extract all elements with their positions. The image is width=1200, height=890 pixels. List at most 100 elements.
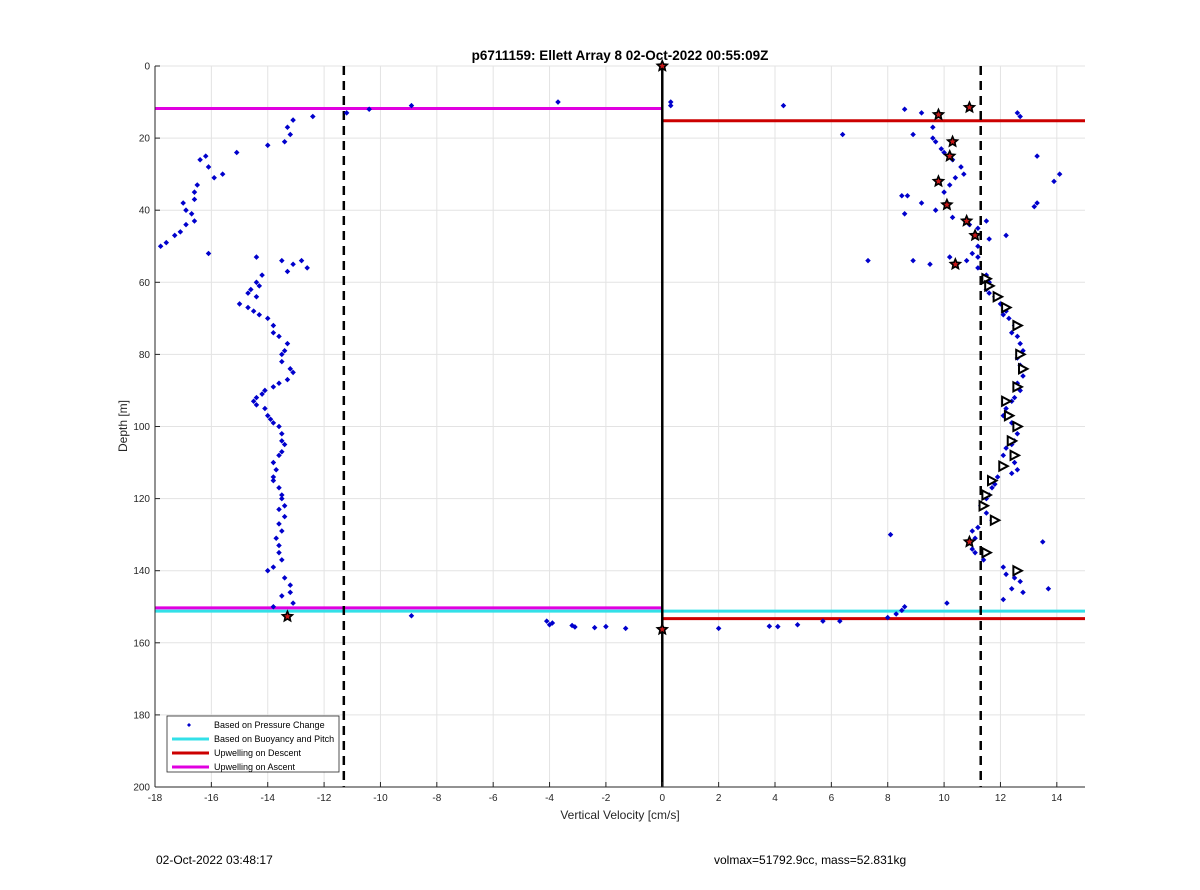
point-pressure-change	[1034, 153, 1040, 159]
x-tick-label: 2	[716, 793, 722, 804]
point-pressure-change	[267, 416, 274, 423]
point-pressure-change	[1014, 430, 1021, 437]
point-pressure-change	[281, 503, 288, 509]
point-pressure-change	[794, 622, 801, 628]
point-descent-star	[959, 213, 974, 227]
point-pressure-change	[1003, 232, 1009, 239]
point-pressure-change	[946, 182, 953, 188]
point-pressure-change	[279, 495, 285, 502]
point-pressure-change	[253, 293, 260, 300]
point-pressure-change	[287, 589, 294, 596]
point-ascent-triangle	[1012, 380, 1024, 394]
y-tick-label: 80	[139, 350, 151, 361]
point-pressure-change	[1017, 578, 1023, 585]
point-pressure-change	[276, 452, 282, 459]
x-tick-label: 10	[939, 793, 951, 804]
reference-lines	[342, 66, 982, 787]
point-pressure-change	[941, 189, 947, 195]
point-pressure-change	[1020, 589, 1026, 596]
point-pressure-change	[270, 603, 277, 610]
point-pressure-change	[270, 420, 277, 426]
point-pressure-change	[899, 193, 905, 199]
point-descent-star	[942, 148, 957, 162]
point-descent-star	[655, 622, 670, 636]
point-pressure-change	[820, 618, 826, 624]
point-pressure-change	[408, 612, 415, 619]
point-pressure-change	[591, 624, 598, 631]
point-pressure-change	[281, 575, 288, 581]
x-tick-label: -8	[432, 793, 441, 804]
x-tick-label: -4	[545, 793, 554, 804]
point-pressure-change	[930, 135, 936, 141]
point-pressure-change	[191, 189, 198, 195]
point-pressure-change	[284, 124, 291, 131]
point-pressure-change	[281, 138, 288, 145]
legend: Based on Pressure Change Based on Buoyanc…	[166, 715, 340, 773]
point-pressure-change	[205, 164, 212, 170]
point-pressure-change	[259, 272, 265, 278]
point-descent-star	[280, 609, 295, 623]
x-tick-label: -18	[148, 793, 163, 804]
x-tick-label: 0	[659, 793, 665, 804]
y-tick-label: 100	[133, 422, 150, 433]
point-pressure-change	[963, 257, 970, 264]
chart-title: p6711159: Ellett Array 8 02-Oct-2022 00:…	[472, 48, 769, 63]
point-pressure-change	[290, 369, 296, 376]
point-ascent-triangle	[1009, 449, 1022, 462]
point-ascent-triangle	[1012, 420, 1024, 433]
x-tick-label: -12	[317, 793, 332, 804]
point-pressure-change	[1000, 596, 1007, 603]
point-descent-star	[945, 134, 960, 148]
point-pressure-change	[1008, 470, 1015, 477]
point-pressure-change	[865, 257, 871, 264]
point-pressure-change	[1003, 445, 1009, 451]
point-pressure-change	[281, 513, 288, 520]
point-pressure-change	[918, 110, 925, 116]
y-tick-label: 160	[133, 638, 150, 649]
y-tick-label: 120	[133, 494, 150, 505]
point-pressure-change	[975, 265, 981, 271]
point-pressure-change	[236, 301, 243, 307]
y-tick-label: 140	[133, 566, 150, 577]
point-pressure-change	[1014, 110, 1021, 116]
point-pressure-change	[1051, 178, 1057, 185]
y-tick-label: 60	[139, 278, 151, 289]
point-pressure-change	[910, 131, 916, 138]
point-pressure-change	[276, 549, 282, 556]
x-tick-label: -16	[204, 793, 219, 804]
point-pressure-change	[250, 398, 257, 405]
point-pressure-change	[1045, 585, 1052, 592]
point-pressure-change	[969, 546, 976, 552]
point-pressure-change	[245, 304, 251, 311]
point-pressure-change	[969, 250, 976, 257]
point-pressure-change	[1017, 113, 1023, 120]
x-tick-label: -14	[261, 793, 276, 804]
point-ascent-triangle	[981, 488, 994, 502]
point-pressure-change	[986, 290, 992, 296]
point-pressure-change	[366, 106, 372, 113]
point-pressure-change	[555, 99, 561, 105]
point-pressure-change	[983, 218, 990, 224]
point-pressure-change	[667, 102, 674, 109]
point-pressure-change	[262, 387, 268, 394]
point-pressure-change	[946, 254, 953, 260]
point-pressure-change	[262, 405, 268, 412]
point-pressure-change	[279, 557, 285, 563]
point-ascent-triangle	[981, 546, 994, 559]
point-pressure-change	[938, 146, 945, 152]
point-pressure-change	[986, 236, 992, 242]
point-pressure-change	[980, 557, 987, 563]
point-pressure-change	[1000, 311, 1007, 318]
point-pressure-change	[279, 351, 285, 358]
point-pressure-change	[270, 322, 277, 329]
legend-box	[166, 715, 340, 773]
point-pressure-change	[989, 485, 995, 491]
point-pressure-change	[279, 528, 285, 534]
point-ascent-triangle	[989, 514, 1002, 527]
point-pressure-change	[927, 261, 933, 268]
point-ascent-triangle	[998, 459, 1010, 473]
point-pressure-change	[952, 174, 959, 181]
point-ascent-triangle	[984, 279, 996, 293]
point-pressure-change	[279, 430, 285, 437]
point-pressure-change	[1011, 394, 1018, 401]
